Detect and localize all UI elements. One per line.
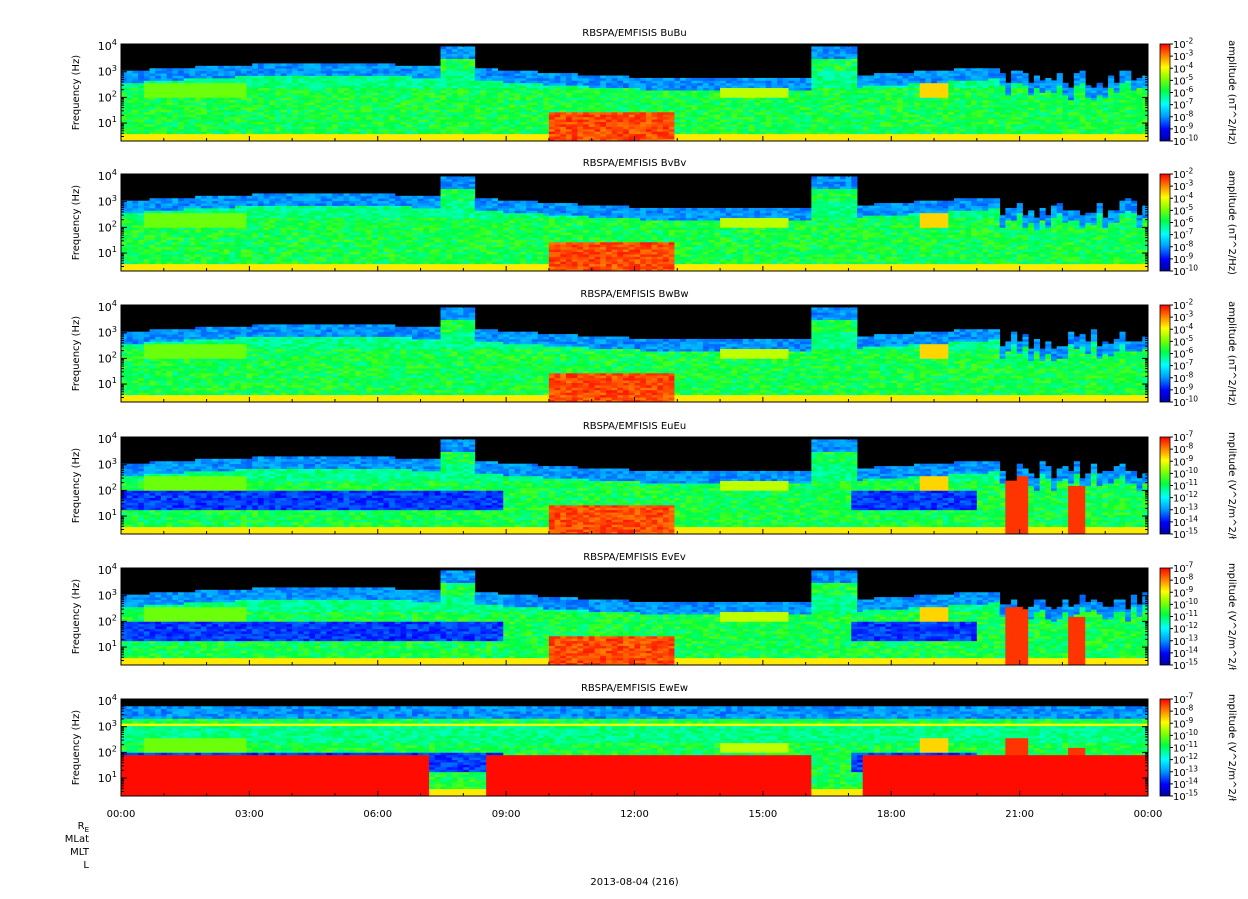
x-axis: 00:00 03:00 06:00 09:00 12:00 15:00 18:00 21:00…	[65, 809, 1163, 888]
y-tick-label: 103	[98, 193, 117, 209]
y-axis-label: Frequency (Hz)	[71, 185, 82, 261]
y-tick-label: 102	[98, 218, 117, 234]
y-tick-label: 101	[98, 244, 117, 260]
y-axis-label: Frequency (Hz)	[71, 316, 82, 392]
spectrogram-panel: RBSPA/EMFISIS BuBu Frequency (Hz) 101 102 10…	[71, 28, 1237, 148]
colorbar-label: amplitude (nT^2/Hz)	[1226, 170, 1237, 275]
y-tick-label: 103	[98, 324, 117, 340]
colorbar: 10-710-810-910-1010-1110-1210-1310-1410-…	[1160, 430, 1237, 542]
panel-title: RBSPA/EMFISIS EvEv	[583, 552, 686, 563]
date-label: 2013-08-04 (216)	[590, 877, 678, 888]
y-tick-label: 101	[98, 769, 117, 785]
x-tick-label: 21:00	[1005, 809, 1034, 820]
ephemeris-label: L	[83, 860, 89, 871]
x-tick-label: 15:00	[748, 809, 777, 820]
x-tick-label: 18:00	[877, 809, 906, 820]
y-tick-label: 103	[98, 587, 117, 603]
y-tick-label: 103	[98, 63, 117, 79]
y-axis-label: Frequency (Hz)	[71, 55, 82, 131]
colorbar-label: amplitude (nT^2/Hz)	[1226, 40, 1237, 145]
y-tick-label: 102	[98, 349, 117, 365]
y-tick-label: 104	[98, 430, 117, 446]
y-tick-label: 104	[98, 298, 117, 314]
x-tick-label: 00:00	[107, 809, 136, 820]
y-axis-label: Frequency (Hz)	[71, 579, 82, 655]
y-tick-label: 102	[98, 88, 117, 104]
panel-title: RBSPA/EMFISIS BwBw	[580, 289, 688, 300]
ephemeris-label: RE	[78, 821, 89, 834]
spectrogram-image	[121, 174, 1148, 271]
spectrogram-image	[121, 568, 1148, 665]
colorbar-label: mplitude (V^2/m^2/ł	[1226, 694, 1237, 801]
y-tick-label: 102	[98, 743, 117, 759]
x-tick-label: 00:00	[1134, 809, 1163, 820]
colorbar: 10-210-310-410-510-610-710-810-910-10 amp…	[1160, 167, 1237, 279]
ephemeris-label: MLat	[65, 834, 89, 845]
spectrogram-image	[121, 305, 1148, 402]
panels: RBSPA/EMFISIS BuBu Frequency (Hz) 101 102 10…	[71, 28, 1237, 803]
spectrogram-panel: RBSPA/EMFISIS EwEw Frequency (Hz) 101 102 10…	[71, 683, 1237, 803]
y-tick-label: 104	[98, 561, 117, 577]
y-tick-label: 103	[98, 456, 117, 472]
y-tick-label: 102	[98, 481, 117, 497]
ephemeris-label: MLT	[70, 847, 90, 858]
y-tick-label: 102	[98, 612, 117, 628]
x-tick-label: 12:00	[620, 809, 649, 820]
colorbar: 10-210-310-410-510-610-710-810-910-10 amp…	[1160, 298, 1237, 410]
spectrogram-image	[121, 44, 1148, 141]
colorbar-label: mplitude (V^2/m^2/ł	[1226, 432, 1237, 539]
colorbar: 10-710-810-910-1010-1110-1210-1310-1410-…	[1160, 561, 1237, 673]
panel-title: RBSPA/EMFISIS EuEu	[583, 421, 686, 432]
spectrogram-panel: RBSPA/EMFISIS EvEv Frequency (Hz) 101 102 10…	[71, 552, 1237, 672]
y-tick-label: 104	[98, 37, 117, 53]
spectrogram-image	[121, 699, 1148, 796]
y-tick-label: 104	[98, 167, 117, 183]
panel-title: RBSPA/EMFISIS EwEw	[581, 683, 688, 694]
x-tick-label: 06:00	[363, 809, 392, 820]
colorbar-label: mplitude (V^2/m^2/ł	[1226, 563, 1237, 670]
spectrogram-panel: RBSPA/EMFISIS BwBw Frequency (Hz) 101 102 10…	[71, 289, 1237, 409]
y-tick-label: 101	[98, 375, 117, 391]
spectrogram-panel: RBSPA/EMFISIS BvBv Frequency (Hz) 101 102 10…	[71, 158, 1237, 278]
spectrogram-panel: RBSPA/EMFISIS EuEu Frequency (Hz) 101 102 10…	[71, 421, 1237, 541]
colorbar-label: amplitude (nT^2/Hz)	[1226, 301, 1237, 406]
y-tick-label: 101	[98, 638, 117, 654]
panel-title: RBSPA/EMFISIS BuBu	[582, 28, 686, 39]
x-tick-label: 09:00	[492, 809, 521, 820]
y-axis-label: Frequency (Hz)	[71, 710, 82, 786]
x-tick-label: 03:00	[235, 809, 264, 820]
y-tick-label: 101	[98, 114, 117, 130]
y-tick-label: 104	[98, 692, 117, 708]
y-tick-label: 103	[98, 718, 117, 734]
y-tick-label: 101	[98, 507, 117, 523]
y-axis-label: Frequency (Hz)	[71, 448, 82, 524]
colorbar: 10-210-310-410-510-610-710-810-910-10 amp…	[1160, 37, 1237, 149]
panel-title: RBSPA/EMFISIS BvBv	[583, 158, 687, 169]
colorbar: 10-710-810-910-1010-1110-1210-1310-1410-…	[1160, 692, 1237, 804]
spectrogram-image	[121, 437, 1148, 534]
